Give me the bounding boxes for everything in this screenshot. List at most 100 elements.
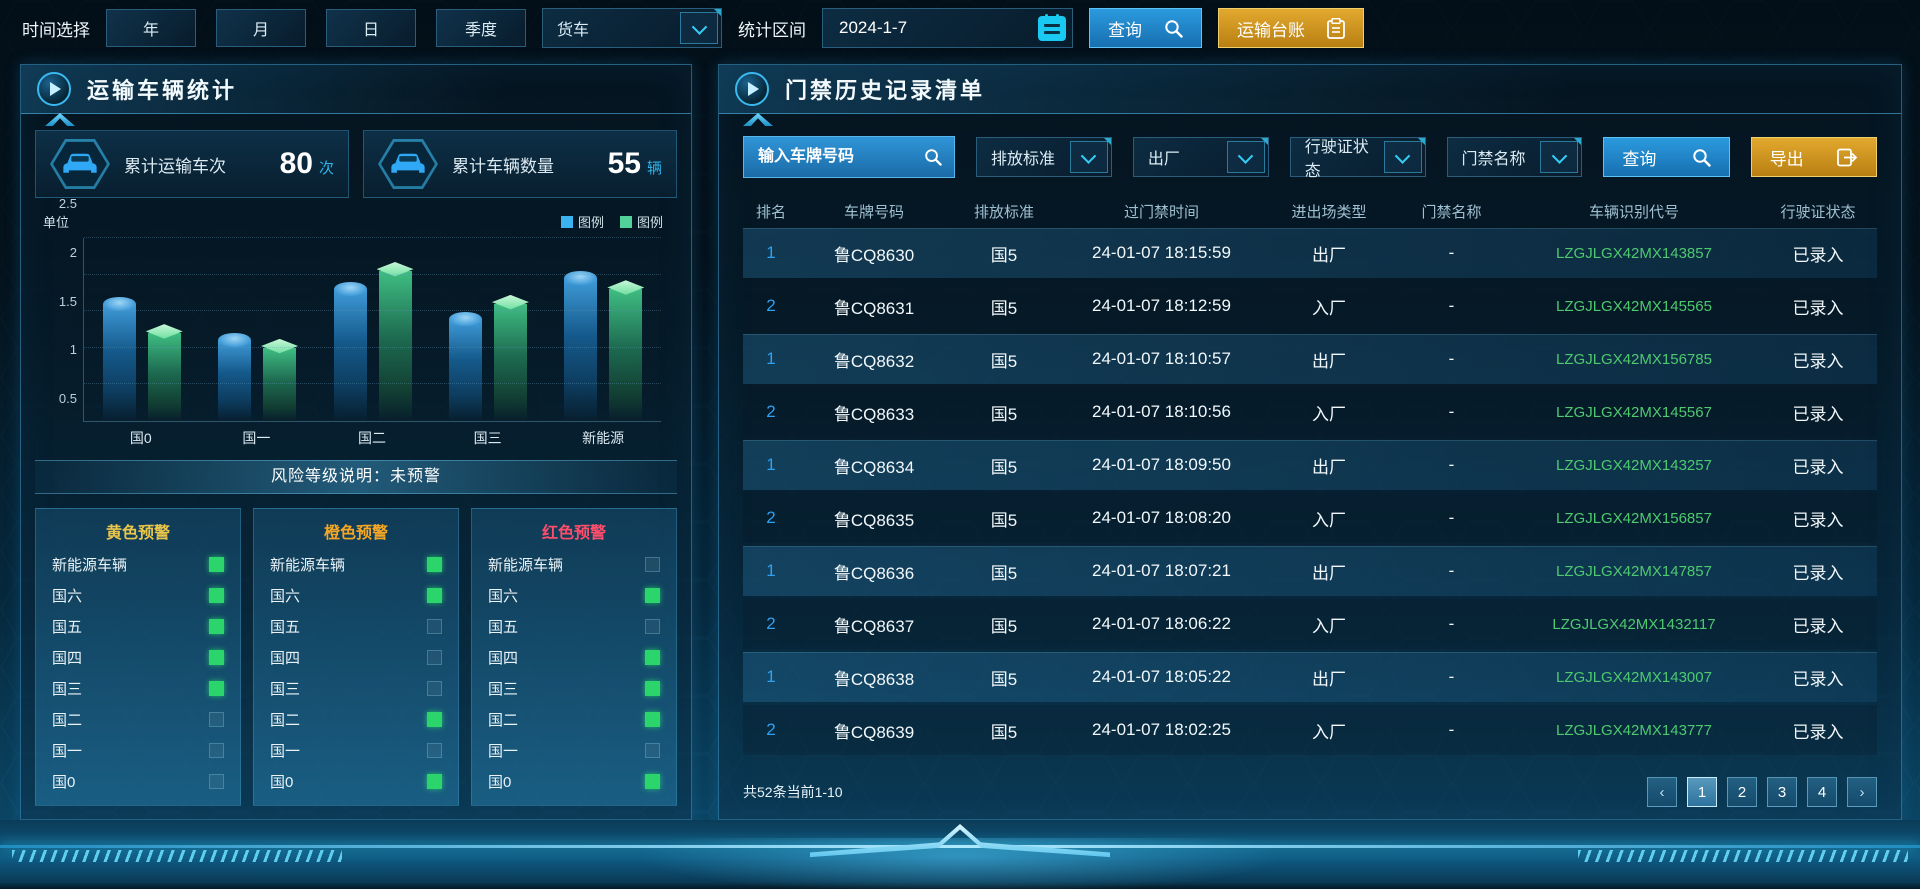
warning-checkbox[interactable]: [209, 681, 224, 696]
warning-checkbox[interactable]: [427, 681, 442, 696]
table-cell-time: 24-01-07 18:06:22: [1092, 614, 1231, 633]
page-button[interactable]: 3: [1767, 777, 1797, 807]
warning-checkbox[interactable]: [645, 619, 660, 634]
table-row[interactable]: 2 鲁CQ8633 国5 24-01-07 18:10:56 入厂 - LZGJLGX42M…: [743, 387, 1877, 437]
table-row[interactable]: 1 鲁CQ8632 国5 24-01-07 18:10:57 出厂 - LZGJLGX42M…: [743, 334, 1877, 384]
table-row[interactable]: 2 鲁CQ8635 国5 24-01-07 18:08:20 入厂 - LZGJLGX42M…: [743, 493, 1877, 543]
bar-series1[interactable]: [102, 296, 136, 421]
warning-checkbox[interactable]: [427, 557, 442, 572]
bar-series2[interactable]: [493, 303, 527, 421]
table-cell-plate: 鲁CQ8639: [833, 722, 915, 742]
vehicle-type-select[interactable]: 货车: [542, 8, 722, 48]
prev-page-button[interactable]: ‹: [1647, 777, 1677, 807]
table-cell-vin: LZGJLGX42MX147857: [1556, 562, 1712, 580]
warning-checkbox[interactable]: [209, 712, 224, 727]
table-cell-gate: -: [1448, 667, 1455, 686]
time-range-button[interactable]: 日: [326, 9, 416, 47]
warning-checkbox[interactable]: [427, 619, 442, 634]
warning-checkbox[interactable]: [645, 650, 660, 665]
car-icon: [50, 138, 110, 190]
legend-label: 图例: [636, 215, 663, 230]
page-button[interactable]: 4: [1807, 777, 1837, 807]
plate-search-box[interactable]: [743, 136, 955, 178]
bar-series1[interactable]: [448, 311, 482, 421]
table-row[interactable]: 1 鲁CQ8634 国5 24-01-07 18:09:50 出厂 - LZGJLGX42M…: [743, 440, 1877, 490]
warning-checkbox[interactable]: [427, 588, 442, 603]
warning-checkbox[interactable]: [209, 743, 224, 758]
emission-bar-chart: 单位 图例 图例 国0 国一 国二 国三 新能源 0.5 1 1.5 2 2.5: [35, 196, 677, 448]
table-cell-time: 24-01-07 18:15:59: [1092, 243, 1231, 262]
table-row[interactable]: 1 鲁CQ8636 国5 24-01-07 18:07:21 出厂 - LZGJLGX42M…: [743, 546, 1877, 596]
time-range-button[interactable]: 季度: [436, 9, 526, 47]
page-button[interactable]: 2: [1727, 777, 1757, 807]
warning-checkbox[interactable]: [645, 712, 660, 727]
warning-checkbox[interactable]: [209, 588, 224, 603]
warning-item-label: 国六: [488, 588, 519, 605]
table-cell-direction: 出厂: [1312, 669, 1346, 689]
warning-checkbox[interactable]: [645, 557, 660, 572]
time-range-button[interactable]: 年: [106, 9, 196, 47]
table-header-cell: 过门禁时间: [1123, 203, 1199, 221]
legend-item: 图例: [560, 212, 604, 231]
table-cell-direction: 出厂: [1312, 351, 1346, 371]
table-row[interactable]: 2 鲁CQ8637 国5 24-01-07 18:06:22 入厂 - LZGJLGX42M…: [743, 599, 1877, 649]
warning-item-label: 国一: [52, 743, 83, 760]
query-button[interactable]: 查询: [1089, 8, 1202, 48]
page-button[interactable]: 1: [1687, 777, 1717, 807]
bar-series2[interactable]: [263, 347, 297, 421]
warning-checkbox[interactable]: [427, 774, 442, 789]
warning-item-label: 新能源车辆: [488, 557, 564, 574]
filter-dropdown[interactable]: 门禁名称: [1446, 137, 1583, 177]
table-cell-time: 24-01-07 18:10:57: [1092, 349, 1231, 368]
table-cell-direction: 入厂: [1312, 404, 1346, 424]
play-icon: [37, 72, 71, 106]
bar-series1[interactable]: [333, 282, 367, 421]
table-cell-standard: 国5: [990, 404, 1018, 424]
filter-bar: 排放标准 出厂 行驶证状态 门禁名称 查询 导出: [743, 136, 1877, 180]
export-button[interactable]: 导出: [1750, 137, 1877, 177]
warning-checkbox[interactable]: [427, 712, 442, 727]
table-row[interactable]: 1 鲁CQ8638 国5 24-01-07 18:05:22 出厂 - LZGJLGX42M…: [743, 652, 1877, 702]
warning-row: 国一: [488, 735, 660, 766]
warning-item-label: 国二: [270, 712, 301, 729]
table-row[interactable]: 1 鲁CQ8630 国5 24-01-07 18:15:59 出厂 - LZGJLGX42M…: [743, 228, 1877, 278]
warning-checkbox[interactable]: [209, 619, 224, 634]
legend-swatch: [619, 215, 632, 228]
car-icon: [378, 138, 438, 190]
plate-search-input[interactable]: [756, 147, 916, 167]
filter-dropdown[interactable]: 出厂: [1132, 137, 1269, 177]
warning-checkbox[interactable]: [645, 743, 660, 758]
table-query-button[interactable]: 查询: [1603, 137, 1730, 177]
warning-checkbox[interactable]: [209, 557, 224, 572]
time-range-button[interactable]: 月: [216, 9, 306, 47]
warning-boxes: 黄色预警 新能源车辆 国六 国五 国四 国三 国二 国一 国0 橙色预警 新能源车辆 国六 国五 国四 国三…: [35, 508, 677, 806]
next-page-button[interactable]: ›: [1847, 777, 1877, 807]
table-header-cell: 排放标准: [973, 203, 1034, 221]
transport-ledger-button[interactable]: 运输台账: [1218, 8, 1364, 48]
pagination: 共52条当前1-10 ‹ 1 2 3 4 ›: [743, 777, 1877, 807]
filter-dropdown[interactable]: 排放标准: [976, 137, 1112, 177]
table-row[interactable]: 2 鲁CQ8631 国5 24-01-07 18:12:59 入厂 - LZGJLGX42M…: [743, 281, 1877, 331]
table-cell-vin: LZGJLGX42MX145567: [1556, 403, 1712, 421]
warning-title: 黄色预警: [105, 525, 170, 542]
date-input[interactable]: 2024-1-7: [822, 8, 1073, 48]
warning-checkbox[interactable]: [427, 650, 442, 665]
bar-series1[interactable]: [218, 333, 252, 421]
warning-checkbox[interactable]: [645, 774, 660, 789]
table-cell-gate: -: [1448, 402, 1455, 421]
warning-checkbox[interactable]: [209, 774, 224, 789]
bar-series1[interactable]: [564, 271, 598, 421]
warning-checkbox[interactable]: [209, 650, 224, 665]
warning-checkbox[interactable]: [645, 681, 660, 696]
table-cell-gate: -: [1448, 614, 1455, 633]
stat-card-vehicles: 累计车辆数量 55 辆: [363, 130, 677, 198]
bar-series2[interactable]: [609, 289, 643, 421]
table-row[interactable]: 2 鲁CQ8639 国5 24-01-07 18:02:25 入厂 - LZGJLGX42M…: [743, 705, 1877, 755]
calendar-icon[interactable]: [1037, 14, 1067, 42]
warning-checkbox[interactable]: [427, 743, 442, 758]
search-icon: [1164, 19, 1183, 38]
filter-dropdown[interactable]: 行驶证状态: [1289, 137, 1426, 180]
warning-checkbox[interactable]: [645, 588, 660, 603]
table-cell-rank: 2: [766, 508, 776, 527]
